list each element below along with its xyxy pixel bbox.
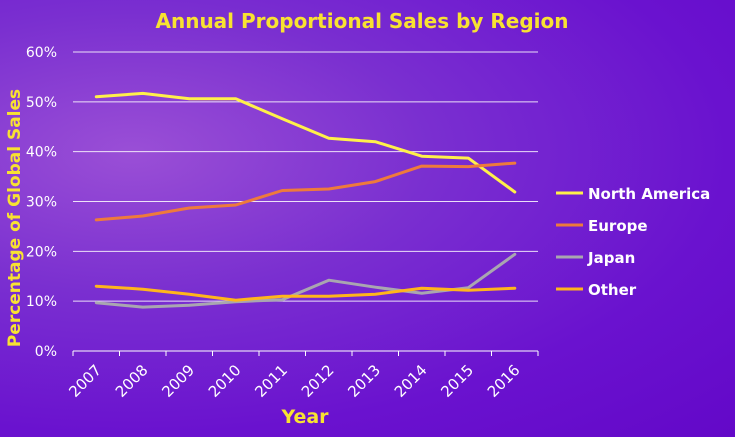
y-tick-label: 30% [26,195,57,211]
y-tick-label: 0% [35,344,57,360]
legend-label: Europe [588,217,648,235]
x-axis-label: Year [280,406,329,428]
x-tick-label: 2009 [158,361,198,401]
legend: North America Europe Japan Other [556,185,710,299]
x-tick-label: 2011 [251,361,291,401]
x-tick-label: 2007 [65,361,105,401]
x-tick-labels: 2007 2008 2009 2010 2011 2012 2013 2014 2015 2016 [65,361,523,401]
x-tick-label: 2014 [391,361,431,401]
gridlines [72,51,539,356]
y-tick-label: 10% [26,294,57,310]
x-tick-label: 2016 [484,361,524,401]
x-tick-label: 2008 [112,361,152,401]
series-lines [94,91,517,309]
y-axis-label: Percentage of Global Sales [5,89,25,347]
x-tick-label: 2012 [298,361,338,401]
y-tick-label: 60% [26,45,57,61]
y-tick-labels: 0% 10% 20% 30% 40% 50% 60% [26,45,57,360]
series-line-europe [94,161,517,222]
x-tick-label: 2013 [344,361,384,401]
series-line-north-america [94,91,517,194]
legend-label: Japan [587,249,635,267]
series-line-other [94,284,517,302]
y-tick-label: 20% [26,244,57,260]
chart-title: Annual Proportional Sales by Region [155,9,568,33]
x-tick-label: 2015 [437,361,477,401]
y-tick-label: 50% [26,95,57,111]
y-tick-label: 40% [26,145,57,161]
series-line-japan [94,252,517,309]
x-tick-label: 2010 [205,361,245,401]
legend-label: North America [588,185,710,203]
legend-label: Other [588,281,637,299]
